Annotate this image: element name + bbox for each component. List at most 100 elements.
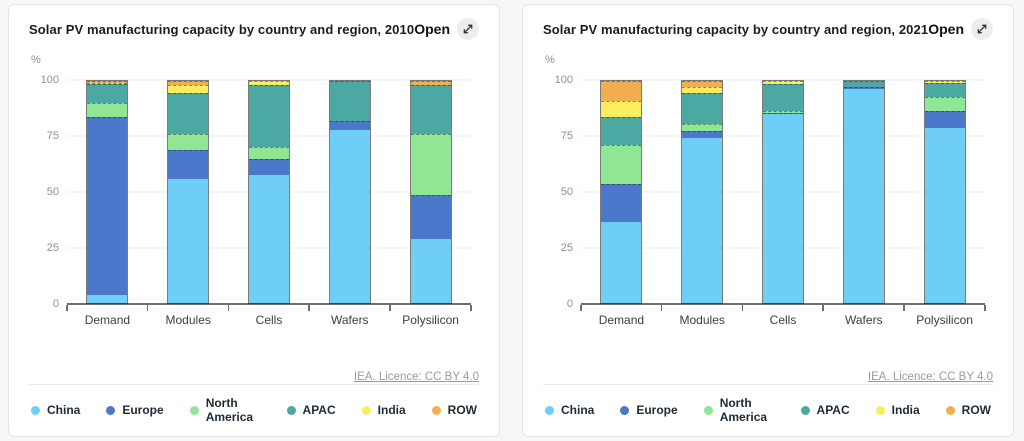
legend-divider xyxy=(543,384,993,385)
expand-icon[interactable] xyxy=(971,18,993,40)
bar-segment-row[interactable] xyxy=(410,81,451,86)
legend-item-china[interactable]: China xyxy=(31,396,80,424)
bar-segment-europe[interactable] xyxy=(248,158,289,176)
bar-segment-apac[interactable] xyxy=(682,93,723,125)
bar-segment-europe[interactable] xyxy=(410,195,451,239)
bar-segment-china[interactable] xyxy=(168,178,209,303)
bar-segment-north-america[interactable] xyxy=(168,134,209,150)
legend-dot-icon xyxy=(106,405,116,415)
legend-item-india[interactable]: India xyxy=(361,396,406,424)
bar-segment-apac[interactable] xyxy=(410,85,451,135)
bar-segment-europe[interactable] xyxy=(168,149,209,179)
bar-segment-north-america[interactable] xyxy=(410,134,451,196)
stacked-bar-modules[interactable] xyxy=(167,80,210,304)
bar-segment-row[interactable] xyxy=(682,81,723,87)
legend-item-apac[interactable]: APAC xyxy=(800,396,850,424)
x-axis-label-modules: Modules xyxy=(165,313,211,327)
bar-segment-china[interactable] xyxy=(682,137,723,303)
bar-segment-india[interactable] xyxy=(682,86,723,94)
legend-item-row[interactable]: ROW xyxy=(431,396,477,424)
stacked-bar-demand[interactable] xyxy=(86,80,129,304)
stacked-bar-wafers[interactable] xyxy=(842,80,885,304)
y-axis-tick-label: 75 xyxy=(46,130,59,142)
expand-icon[interactable] xyxy=(457,18,479,40)
bar-segment-north-america[interactable] xyxy=(924,96,965,111)
y-axis-tick-label: 100 xyxy=(40,74,59,86)
bar-segment-apac[interactable] xyxy=(248,85,289,147)
open-button[interactable]: Open xyxy=(414,18,479,40)
bar-segment-china[interactable] xyxy=(601,221,642,303)
bar-segment-india[interactable] xyxy=(168,85,209,94)
bar-segment-china[interactable] xyxy=(843,88,884,303)
x-axis-label-wafers: Wafers xyxy=(331,313,369,327)
bar-segment-north-america[interactable] xyxy=(601,145,642,185)
x-axis-label-demand: Demand xyxy=(84,313,131,327)
bar-segment-north-america[interactable] xyxy=(248,146,289,159)
legend: China Europe North America APAC India ROW xyxy=(29,385,479,428)
bar-segment-europe[interactable] xyxy=(329,120,370,130)
stacked-bar-cells[interactable] xyxy=(761,80,804,304)
legend-item-apac[interactable]: APAC xyxy=(286,396,336,424)
stacked-bar-demand[interactable] xyxy=(600,80,643,304)
legend-label: China xyxy=(47,403,81,417)
y-axis-tick-label: 0 xyxy=(52,298,59,310)
bar-segment-china[interactable] xyxy=(762,114,803,303)
legend-item-north-america[interactable]: North America xyxy=(189,396,261,424)
bar-segment-north-america[interactable] xyxy=(762,110,803,114)
legend-dot-icon xyxy=(31,405,40,415)
bar-segment-apac[interactable] xyxy=(924,83,965,97)
card-footer: China Europe North America APAC India ROW xyxy=(543,384,993,428)
stacked-bar-modules[interactable] xyxy=(681,80,724,304)
bar-segment-europe[interactable] xyxy=(87,116,128,296)
chart-card-2021: Solar PV manufacturing capacity by count… xyxy=(522,4,1014,437)
source-licence-link[interactable]: IEA. Licence: CC BY 4.0 xyxy=(867,371,993,383)
bar-segment-china[interactable] xyxy=(248,175,289,303)
x-axis-tick xyxy=(741,305,744,311)
y-axis-tick-label: 50 xyxy=(560,186,573,198)
bar-column-modules xyxy=(148,80,229,304)
x-axis-tick xyxy=(146,305,149,311)
bar-segment-china[interactable] xyxy=(87,295,128,303)
source-licence-link[interactable]: IEA. Licence: CC BY 4.0 xyxy=(353,371,479,383)
bar-segment-europe[interactable] xyxy=(601,184,642,222)
bar-segment-row[interactable] xyxy=(601,81,642,102)
legend-item-china[interactable]: China xyxy=(545,396,594,424)
stacked-bar-cells[interactable] xyxy=(247,80,290,304)
legend-item-europe[interactable]: Europe xyxy=(106,396,164,424)
bar-segment-india[interactable] xyxy=(248,81,289,86)
legend-item-europe[interactable]: Europe xyxy=(620,396,678,424)
bar-segment-europe[interactable] xyxy=(843,86,884,89)
bar-segment-apac[interactable] xyxy=(601,116,642,146)
bar-segment-china[interactable] xyxy=(329,129,370,303)
legend-label: ROW xyxy=(447,403,477,417)
bar-segment-india[interactable] xyxy=(762,81,803,85)
bar-segment-india[interactable] xyxy=(924,81,965,84)
bar-segment-europe[interactable] xyxy=(924,110,965,128)
bar-segment-north-america[interactable] xyxy=(87,103,128,117)
bar-segment-row[interactable] xyxy=(87,81,128,84)
bar-segment-apac[interactable] xyxy=(329,81,370,121)
x-axis-label-cells: Cells xyxy=(255,313,283,327)
x-axis-tick xyxy=(66,305,68,311)
legend-item-north-america[interactable]: North America xyxy=(703,396,775,424)
stacked-bar-wafers[interactable] xyxy=(328,80,371,304)
bar-segment-apac[interactable] xyxy=(762,84,803,111)
bar-segment-europe[interactable] xyxy=(762,113,803,115)
stacked-bar-polysilicon[interactable] xyxy=(923,80,966,304)
bar-segment-apac[interactable] xyxy=(87,84,128,104)
bar-segment-india[interactable] xyxy=(87,83,128,85)
stacked-bar-polysilicon[interactable] xyxy=(409,80,452,304)
bar-segment-china[interactable] xyxy=(924,127,965,303)
bar-segment-china[interactable] xyxy=(410,238,451,303)
legend-item-india[interactable]: India xyxy=(875,396,920,424)
open-button[interactable]: Open xyxy=(928,18,993,40)
bar-segment-india[interactable] xyxy=(601,101,642,117)
bar-segment-north-america[interactable] xyxy=(682,124,723,131)
legend-dot-icon xyxy=(875,405,885,415)
y-axis-tick-label: 100 xyxy=(554,74,573,86)
bar-segment-row[interactable] xyxy=(168,81,209,86)
legend-item-row[interactable]: ROW xyxy=(945,396,991,424)
bar-segment-europe[interactable] xyxy=(682,130,723,138)
bar-segment-apac[interactable] xyxy=(843,81,884,87)
bar-segment-apac[interactable] xyxy=(168,93,209,135)
